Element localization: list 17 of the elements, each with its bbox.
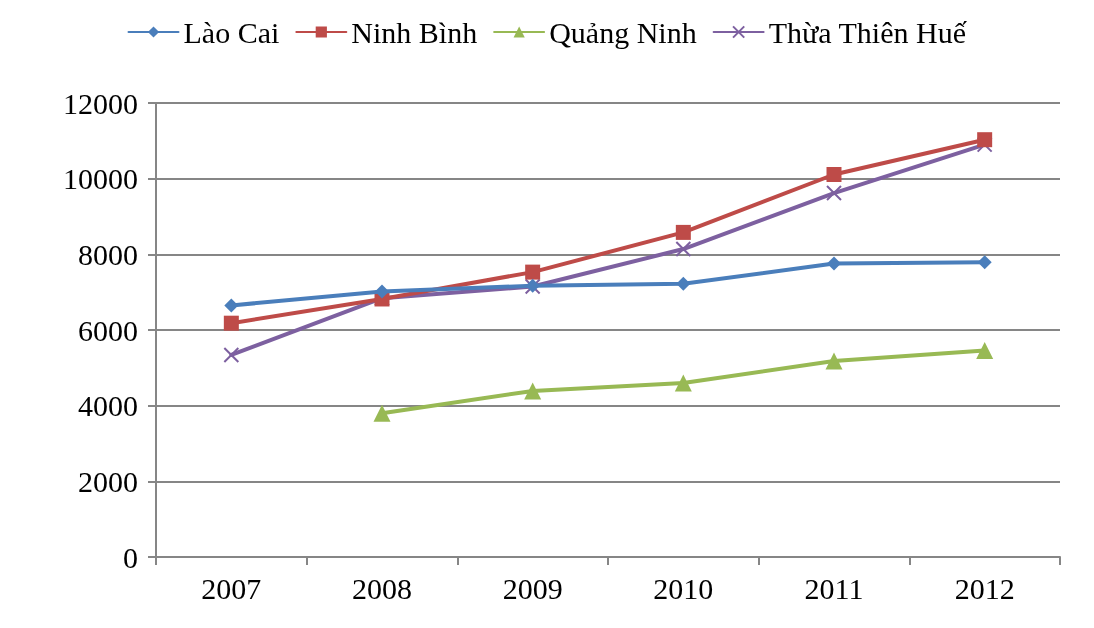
- x-tick-label: 2010: [653, 571, 714, 605]
- legend-label: Ninh Bình: [351, 15, 478, 49]
- legend-label: Thừa Thiên Huế: [768, 15, 967, 49]
- x-tick-label: 2009: [502, 571, 563, 605]
- legend-label: Lào Cai: [183, 15, 280, 49]
- legend-label: Quảng Ninh: [549, 15, 697, 49]
- y-tick-label: 8000: [78, 237, 138, 271]
- y-tick-label: 2000: [78, 464, 138, 498]
- x-tick-label: 2008: [352, 571, 412, 605]
- x-tick-label: 2011: [804, 571, 864, 605]
- y-tick-label: 10000: [63, 162, 138, 196]
- y-tick-label: 0: [123, 540, 138, 574]
- y-tick-label: 4000: [78, 389, 138, 423]
- x-tick-label: 2007: [201, 571, 262, 605]
- y-tick-label: 6000: [78, 313, 138, 347]
- y-tick-label: 12000: [63, 86, 138, 120]
- x-tick-label: 2012: [954, 571, 1015, 605]
